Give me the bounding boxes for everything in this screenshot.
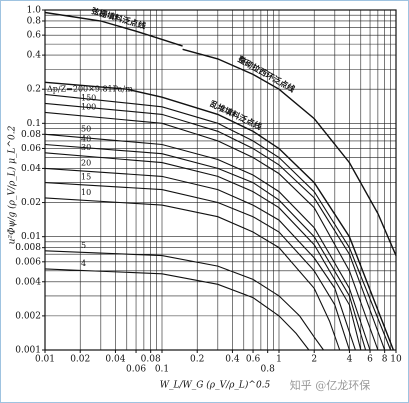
x-tick-label: 0.04 — [105, 355, 125, 365]
pressure-drop-line — [44, 152, 362, 351]
line-label: 30 — [81, 143, 91, 152]
y-tick-label: 0.08 — [21, 130, 41, 140]
line-label: 5 — [81, 241, 86, 250]
y-tick-label: 0.8 — [27, 16, 42, 26]
flood-line — [44, 81, 395, 351]
y-tick-label: 0.6 — [27, 31, 42, 41]
pressure-drop-line — [44, 143, 367, 351]
line-label: 20 — [81, 158, 91, 167]
line-label: 100 — [81, 102, 96, 111]
y-tick-label: 0.002 — [15, 311, 41, 321]
y-tick-label: 0.001 — [15, 346, 41, 356]
y-tick-label: 0.06 — [21, 144, 41, 154]
x-axis-label: W_L/W_G (ρ_V/ρ_L)^0.5 — [160, 380, 271, 391]
x-tick-label: 10 — [390, 355, 402, 365]
x-tick-label: 0.8 — [260, 365, 275, 375]
x-tick-label: 2 — [311, 355, 317, 365]
line-label: 40 — [81, 135, 91, 144]
pressure-drop-line — [44, 182, 350, 351]
pressure-drop-line — [44, 167, 356, 351]
line-label: 15 — [81, 173, 91, 182]
y-tick-label: 1.0 — [27, 6, 42, 16]
x-tick-label: 0.1 — [155, 365, 169, 375]
y-tick-label: 0.006 — [15, 257, 41, 267]
line-label: Δp/Z=200×9.81Pa/m — [47, 84, 133, 93]
y-tick-label: 0.01 — [21, 232, 41, 242]
y-tick-label: 0.008 — [15, 243, 41, 253]
x-tick-label: 0.06 — [126, 365, 146, 375]
pressure-drop-line — [44, 111, 379, 351]
pressure-drop-line — [44, 268, 310, 351]
plot-border — [44, 9, 397, 351]
x-tick-label: 8 — [382, 355, 388, 365]
x-tick-label: 0.08 — [141, 355, 161, 365]
line-label: 150 — [81, 93, 96, 102]
line-label: 10 — [81, 188, 91, 197]
pressure-drop-line — [44, 93, 392, 351]
pressure-drop-line — [44, 250, 324, 351]
x-tick-label: 0.4 — [225, 355, 240, 365]
flood-line — [44, 11, 183, 47]
line-label: 50 — [81, 124, 91, 133]
watermark: 知乎 @亿龙环保 — [290, 378, 371, 392]
y-tick-label: 0.1 — [27, 119, 41, 129]
line-label: 4 — [81, 259, 86, 268]
x-tick-label: 0.2 — [190, 355, 204, 365]
x-tick-label: 4 — [347, 355, 353, 365]
y-tick-label: 0.02 — [21, 198, 41, 208]
pressure-drop-line — [44, 133, 371, 351]
x-tick-label: 1 — [276, 355, 282, 365]
x-tick-label: 0.01 — [35, 355, 55, 365]
y-tick-label: 0.4 — [27, 51, 42, 61]
x-tick-label: 6 — [367, 355, 373, 365]
flood-line — [182, 48, 397, 256]
y-tick-label: 0.2 — [27, 85, 41, 95]
y-axis-label: u²Φψ/g (ρ_V/ρ_L) μ_L^0.2 — [7, 125, 18, 244]
pressure-drop-line — [44, 102, 386, 351]
pressure-drop-line — [44, 197, 341, 351]
y-tick-label: 0.004 — [15, 277, 41, 287]
y-tick-label: 0.04 — [21, 164, 41, 174]
x-tick-label: 0.02 — [70, 355, 90, 365]
x-tick-label: 0.6 — [246, 355, 261, 365]
